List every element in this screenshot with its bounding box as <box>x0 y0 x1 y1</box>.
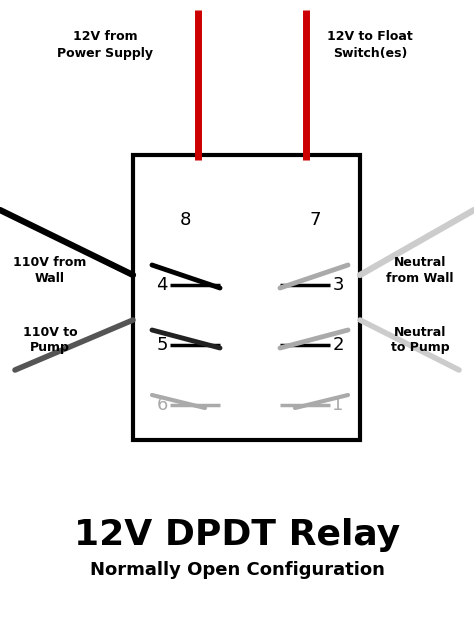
Text: Normally Open Configuration: Normally Open Configuration <box>90 561 384 579</box>
Text: Neutral
to Pump: Neutral to Pump <box>391 325 449 355</box>
Text: 12V to Float
Switch(es): 12V to Float Switch(es) <box>327 30 413 59</box>
Text: 12V DPDT Relay: 12V DPDT Relay <box>74 518 400 552</box>
Text: 1: 1 <box>332 396 344 414</box>
Text: 8: 8 <box>179 211 191 229</box>
Text: 2: 2 <box>332 336 344 354</box>
Text: 110V from
Wall: 110V from Wall <box>13 255 87 284</box>
Text: 5: 5 <box>156 336 168 354</box>
Text: 110V to
Pump: 110V to Pump <box>23 325 77 355</box>
Text: Neutral
from Wall: Neutral from Wall <box>386 255 454 284</box>
Text: 4: 4 <box>156 276 168 294</box>
Text: 12V from
Power Supply: 12V from Power Supply <box>57 30 153 59</box>
Text: 7: 7 <box>309 211 321 229</box>
Bar <box>133 155 360 440</box>
Text: 6: 6 <box>156 396 168 414</box>
Text: 3: 3 <box>332 276 344 294</box>
